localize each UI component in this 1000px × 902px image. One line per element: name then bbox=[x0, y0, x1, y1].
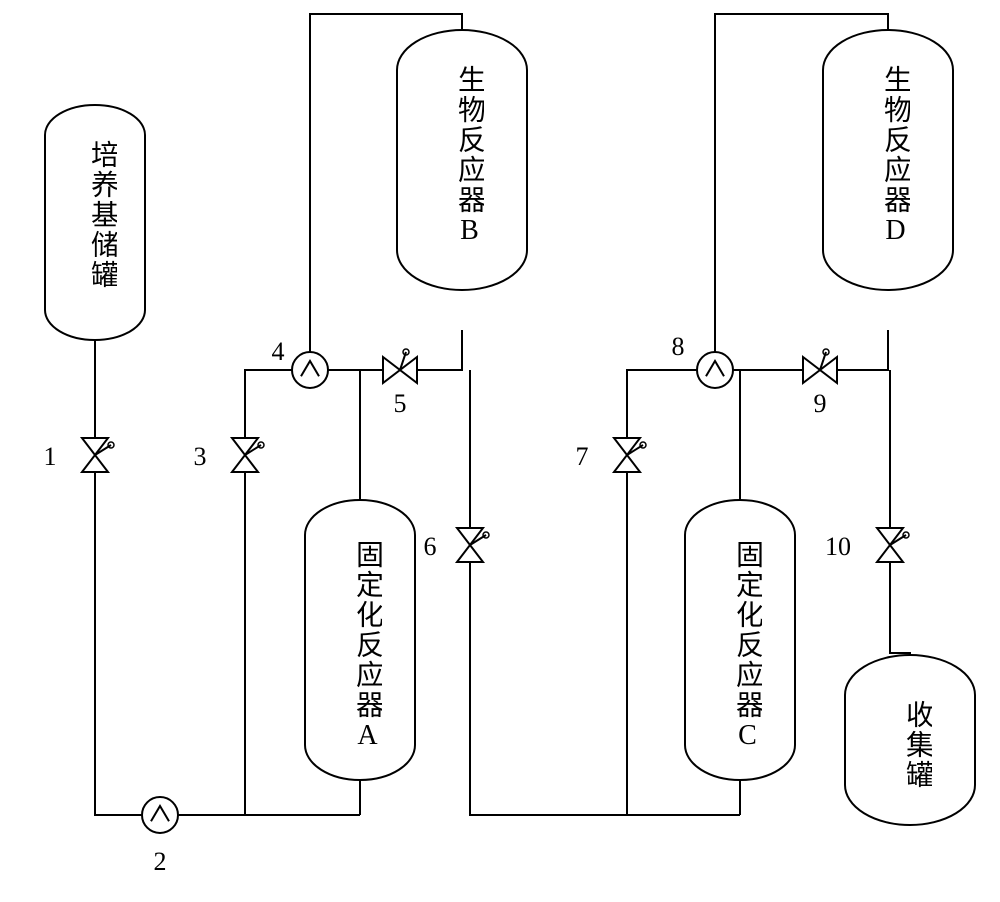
valve-3: 3 bbox=[194, 438, 265, 472]
valve-7: 7 bbox=[576, 438, 647, 472]
valve-9-label: 9 bbox=[814, 389, 827, 418]
tank-label-immA: 固定化反应器A bbox=[338, 540, 382, 753]
valve-10: 10 bbox=[825, 528, 909, 562]
valve-1-label: 1 bbox=[44, 442, 57, 471]
tank-label-immC: 固定化反应器C bbox=[718, 540, 762, 753]
pump-4-label: 4 bbox=[272, 337, 285, 366]
p-v3-up-to-p4 bbox=[245, 370, 292, 438]
valve-6: 6 bbox=[424, 528, 490, 562]
p-v9-to-bioDbot bbox=[837, 330, 888, 370]
pump-2-label: 2 bbox=[154, 847, 167, 876]
valve-5-label: 5 bbox=[394, 389, 407, 418]
valve-10-label: 10 bbox=[825, 532, 851, 561]
tank-medium: 培养基储罐 bbox=[45, 105, 145, 340]
pump-8-label: 8 bbox=[672, 332, 685, 361]
tank-label-collect: 收集罐 bbox=[888, 700, 932, 790]
p-v1-down-to-p2 bbox=[95, 472, 142, 815]
p-v10-to-collect bbox=[890, 562, 910, 655]
pump-2: 2 bbox=[142, 797, 178, 876]
tank-bioD: 生物反应器D bbox=[823, 30, 953, 290]
tank-label-bioB: 生物反应器B bbox=[440, 65, 484, 248]
p-v6-down-turn bbox=[470, 562, 627, 815]
valve-7-label: 7 bbox=[576, 442, 589, 471]
tank-immC: 固定化反应器C bbox=[685, 500, 795, 780]
pump-8: 8 bbox=[672, 332, 734, 388]
process-flow-diagram: 培养基储罐 生物反应器B 生物反应器D 固定化反应器A 固定化反应器C 收集罐 1 3 5 6 7 9… bbox=[0, 0, 1000, 902]
valve-1: 1 bbox=[44, 438, 115, 472]
p-v7-up-to-p8 bbox=[627, 370, 697, 438]
tank-immA: 固定化反应器A bbox=[305, 500, 415, 780]
valve-3-label: 3 bbox=[194, 442, 207, 471]
p-v5-to-bioBbot bbox=[417, 330, 462, 370]
valve-5: 5 bbox=[383, 349, 417, 418]
tank-label-medium: 培养基储罐 bbox=[73, 140, 117, 290]
tank-collect: 收集罐 bbox=[845, 655, 975, 825]
tank-bioB: 生物反应器B bbox=[397, 30, 527, 290]
pump-4: 4 bbox=[272, 337, 329, 388]
valve-6-label: 6 bbox=[424, 532, 437, 561]
tank-label-bioD: 生物反应器D bbox=[866, 65, 910, 248]
valve-9: 9 bbox=[803, 349, 837, 418]
